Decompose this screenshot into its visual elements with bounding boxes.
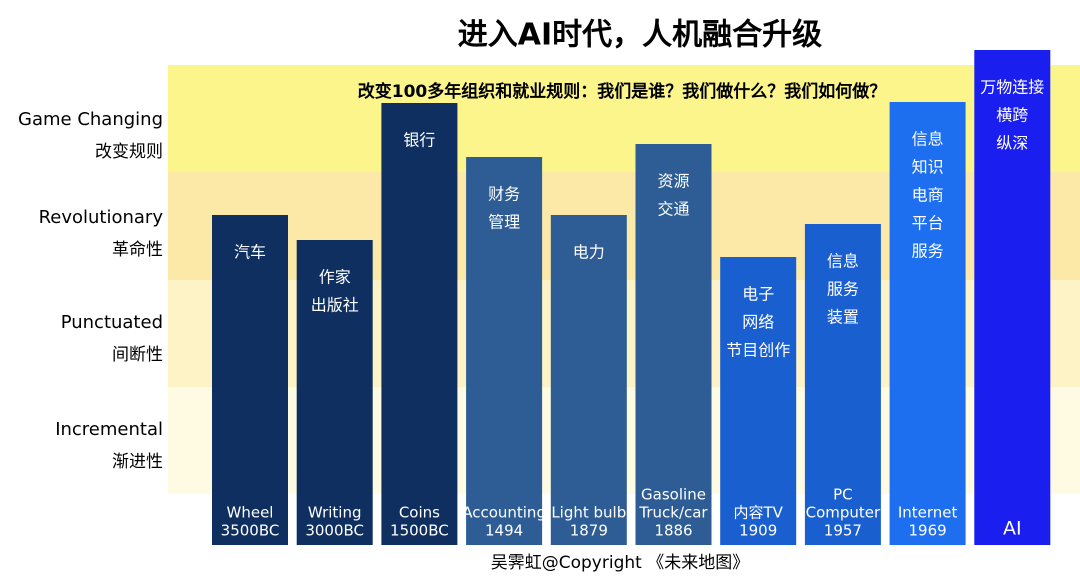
bar [889,102,966,545]
bar-caption: Gasoline [641,486,706,504]
bar-caption: Writing [308,504,362,522]
footer: 吴霁虹@Copyright 《未来地图》 [491,553,749,573]
bar-label: 管理 [488,213,520,232]
subtitle: 改变100多年组织和就业规则：我们是谁？我们做什么？我们如何做？ [358,81,887,102]
bar-label: 银行 [403,131,435,150]
bar-caption: 1969 [909,522,947,540]
level-en: Revolutionary [39,207,164,228]
level-en: Incremental [55,419,163,440]
bar-caption: AI [1003,518,1022,540]
bar-label: 出版社 [311,296,359,315]
bar-label: 信息 [827,252,859,271]
bar-caption: 1886 [654,522,692,540]
level-zh: 间断性 [112,345,163,365]
level-zh: 改变规则 [95,142,163,162]
bar-label: 平台 [912,214,944,233]
bar-label: 作家 [319,268,351,287]
bar-label: 节目创作 [726,341,790,360]
bar [466,157,543,545]
bar-caption: 1500BC [390,522,449,540]
bar-label: 服务 [912,242,944,261]
bar-caption: Accounting [462,504,546,522]
level-en: Punctuated [61,312,163,333]
bar-caption: Computer [806,504,881,522]
title: 进入AI时代，人机融合升级 [458,18,822,53]
bar-label: 资源 [657,172,689,191]
bar [720,257,797,545]
bar-label: 纵深 [996,134,1028,153]
bar [212,215,288,545]
bar-label: 横跨 [996,106,1028,125]
bar-caption: 1879 [570,522,608,540]
bar-label: 网络 [742,313,774,332]
bar-caption: Wheel [227,504,274,522]
bar-caption: PC [833,486,853,504]
level-zh: 革命性 [112,240,163,260]
bar-label: 信息 [912,130,944,149]
bar-caption: 3000BC [305,522,364,540]
bar [381,103,458,545]
bar-label: 知识 [912,158,944,177]
bar [804,224,881,545]
bar-label: 万物连接 [980,78,1044,97]
bar-caption: 3500BC [221,522,280,540]
bar-caption: Internet [898,504,958,522]
bar-label: 电力 [573,243,605,262]
bar-caption: 内容TV [733,504,783,522]
bar [635,144,712,545]
bar-label: 财务 [488,185,520,204]
bar [296,240,373,545]
bar-caption: Coins [399,504,440,522]
bar-label: 服务 [827,280,859,299]
bar [550,215,627,545]
bar-caption: 1957 [824,522,862,540]
bar-label: 交通 [657,200,689,219]
bar-caption: 1494 [485,522,523,540]
bar [974,50,1051,545]
bar-label: 装置 [827,308,859,327]
bar-caption: Truck/car [638,504,708,522]
bar-label: 电子 [742,285,774,304]
level-zh: 渐进性 [112,452,163,472]
bar-caption: 1909 [739,522,777,540]
bar-caption: Light bulb [551,504,626,522]
bar-label: 汽车 [234,243,266,262]
level-en: Game Changing [18,109,163,130]
bar-label: 电商 [912,186,944,205]
